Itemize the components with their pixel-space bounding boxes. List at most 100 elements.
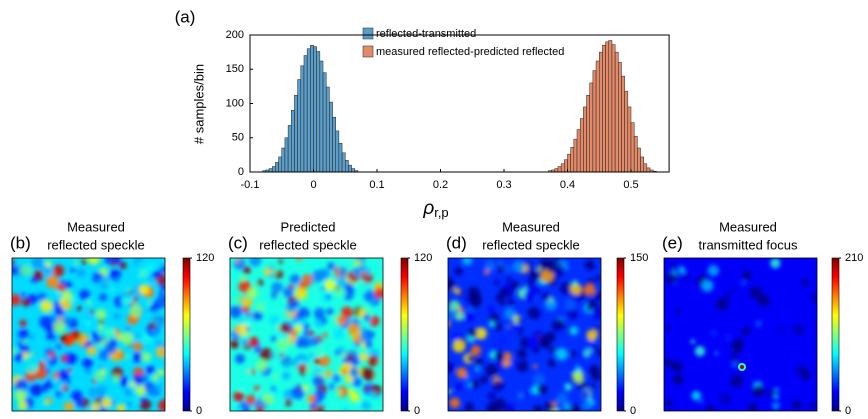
histogram-bar xyxy=(640,156,644,173)
histogram-bar xyxy=(316,51,321,173)
speckle-grain xyxy=(464,402,475,411)
colorbar-tick-label: 120 xyxy=(196,252,214,264)
speckle-grain xyxy=(288,300,298,310)
speckle-grain xyxy=(121,296,132,307)
speckle-grain xyxy=(678,266,686,274)
panel-label: (b) xyxy=(10,233,31,252)
histogram-bar xyxy=(605,41,610,173)
speckle-grain xyxy=(559,281,573,295)
speckle-grain xyxy=(238,383,245,391)
histogram-bar xyxy=(284,137,289,173)
speckle-grain xyxy=(270,353,275,358)
panel-title: reflected speckle xyxy=(47,237,145,252)
speckle-grain xyxy=(484,260,496,272)
speckle-grain xyxy=(81,258,87,265)
speckle-grain xyxy=(87,258,100,265)
speckle-grain xyxy=(241,338,250,347)
speckle-grain xyxy=(367,355,379,367)
speckle-grain xyxy=(310,278,316,284)
speckle-grain xyxy=(94,397,102,405)
speckle-grain xyxy=(255,405,264,411)
speckle-grain xyxy=(70,297,77,304)
speckle-grain xyxy=(19,264,33,277)
speckle-grain xyxy=(279,323,291,334)
speckle-grain xyxy=(100,368,107,375)
speckle-grain xyxy=(132,341,143,352)
histogram-bar xyxy=(297,79,302,173)
colorbar-tick-label: 210 xyxy=(845,252,863,264)
speckle-grain xyxy=(507,322,521,336)
speckle-grain xyxy=(373,370,383,381)
histogram-bar xyxy=(325,86,330,173)
speckle-grain xyxy=(335,349,341,356)
speckle-grain xyxy=(533,373,545,386)
speckle-grain xyxy=(126,354,132,359)
speckle-grain xyxy=(238,280,252,293)
speckle-grain xyxy=(67,368,72,373)
speckle-grain xyxy=(62,290,73,301)
speckle-grain xyxy=(588,364,600,376)
speckle-grain xyxy=(749,286,762,299)
speckle-grain xyxy=(284,398,292,407)
speckle-grain xyxy=(294,324,303,333)
speckle-grain xyxy=(731,355,738,362)
histogram-bar xyxy=(310,45,314,173)
speckle-grain xyxy=(18,329,29,340)
speckle-grain xyxy=(792,400,802,410)
speckle-grain xyxy=(492,379,505,392)
speckle-grain xyxy=(12,265,19,276)
speckle-grain xyxy=(262,393,274,405)
speckle-grain xyxy=(110,400,116,406)
speckle-grain xyxy=(242,305,250,314)
speckle-grain xyxy=(730,374,743,388)
speckle-grain xyxy=(314,389,326,401)
speckle-grain xyxy=(594,290,601,300)
speckle-grain xyxy=(572,371,584,384)
speckle-grain xyxy=(691,391,701,401)
speckle-grain xyxy=(135,397,141,403)
speckle-grain xyxy=(569,350,577,358)
speckle-grain xyxy=(88,386,101,399)
histogram-bar xyxy=(614,51,619,173)
speckle-grain xyxy=(363,386,369,391)
speckle-grain xyxy=(146,263,155,272)
speckle-grain xyxy=(455,382,463,391)
speckle-grain xyxy=(156,294,165,308)
speckle-grain xyxy=(809,402,816,409)
speckle-grain xyxy=(92,378,97,384)
speckle-grain xyxy=(672,373,684,385)
speckle-grain xyxy=(326,307,334,316)
speckle-grain xyxy=(324,369,333,378)
histogram-bar xyxy=(329,101,333,173)
speckle-grain xyxy=(99,395,104,400)
speckle-grain xyxy=(281,371,291,381)
speckle-grain xyxy=(160,266,165,273)
histogram-bar xyxy=(341,152,346,173)
histogram-bar xyxy=(345,160,349,173)
speckle-grain xyxy=(327,262,335,270)
speckle-grain xyxy=(493,398,507,411)
speckle-grain xyxy=(467,382,472,388)
speckle-grain xyxy=(361,271,367,277)
histogram-bar xyxy=(576,129,581,173)
speckle-grain xyxy=(110,286,115,292)
speckle-grain xyxy=(774,387,780,393)
speckle-grain xyxy=(364,340,373,349)
speckle-grain xyxy=(494,350,506,362)
speckle-grain xyxy=(564,383,572,391)
speckle-grain xyxy=(127,384,136,394)
speckle-grain xyxy=(516,348,528,359)
speckle-grain xyxy=(34,366,48,380)
speckle-grain xyxy=(302,384,310,392)
legend-label: measured reflected-predicted reflected xyxy=(376,46,564,58)
speckle-grain xyxy=(279,353,284,358)
speckle-grain xyxy=(139,269,148,278)
speckle-grain xyxy=(89,309,94,315)
speckle-grain xyxy=(467,286,480,299)
speckle-grain xyxy=(132,352,143,363)
y-tick-label: 200 xyxy=(226,29,244,41)
speckle-grain xyxy=(586,338,595,348)
speckle-grain xyxy=(670,360,682,372)
panel-title: Measured xyxy=(719,219,777,234)
speckle-grain xyxy=(742,270,752,280)
